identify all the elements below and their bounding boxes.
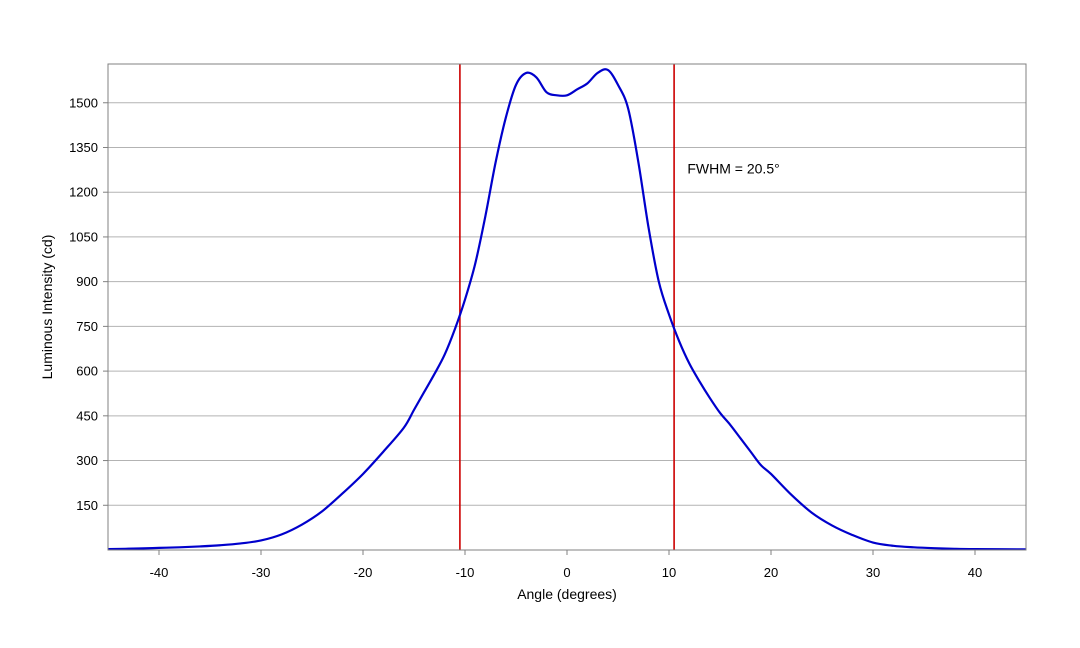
fwhm-annotation: FWHM = 20.5°	[687, 161, 779, 177]
y-tick-label: 1200	[69, 185, 98, 200]
x-tick-label: 10	[662, 565, 676, 580]
x-tick-label: 20	[764, 565, 778, 580]
x-tick-label: 0	[563, 565, 570, 580]
y-axis-label: Luminous Intensity (cd)	[39, 235, 55, 380]
x-tick-label: 30	[866, 565, 880, 580]
series-layer	[107, 68, 1027, 551]
intensity-series-line	[107, 68, 1027, 551]
y-tick-label: 1500	[69, 95, 98, 110]
fwhm-markers	[459, 64, 675, 550]
y-tick-label: 150	[76, 498, 98, 513]
y-tick-label: 450	[76, 408, 98, 423]
y-tick-label: 1350	[69, 140, 98, 155]
x-tick-label: -10	[456, 565, 475, 580]
plot-area-frame	[107, 63, 1027, 551]
y-tick-label: 1050	[69, 229, 98, 244]
x-tick-label: 40	[968, 565, 982, 580]
y-tick-label: 600	[76, 364, 98, 379]
y-tick-label: 900	[76, 274, 98, 289]
x-tick-label: -30	[252, 565, 271, 580]
gridlines	[108, 102, 1026, 506]
x-tick-label: -20	[354, 565, 373, 580]
y-tick-label: 750	[76, 319, 98, 334]
x-axis-label: Angle (degrees)	[517, 586, 617, 602]
x-tick-label: -40	[150, 565, 169, 580]
y-tick-label: 300	[76, 453, 98, 468]
